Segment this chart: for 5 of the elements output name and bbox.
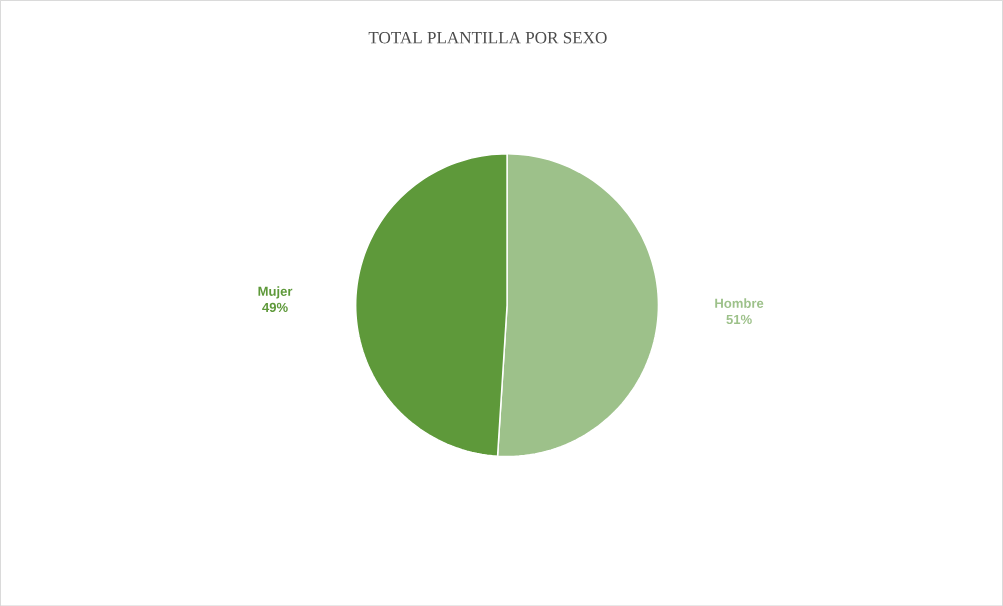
data-label: 49% bbox=[262, 302, 288, 312]
slice-label: Hombre bbox=[715, 298, 764, 308]
chart-title: TOTAL PLANTILLA POR SEXO bbox=[368, 31, 607, 44]
data-label: 51% bbox=[726, 314, 752, 324]
slice-label: Mujer bbox=[258, 286, 293, 299]
